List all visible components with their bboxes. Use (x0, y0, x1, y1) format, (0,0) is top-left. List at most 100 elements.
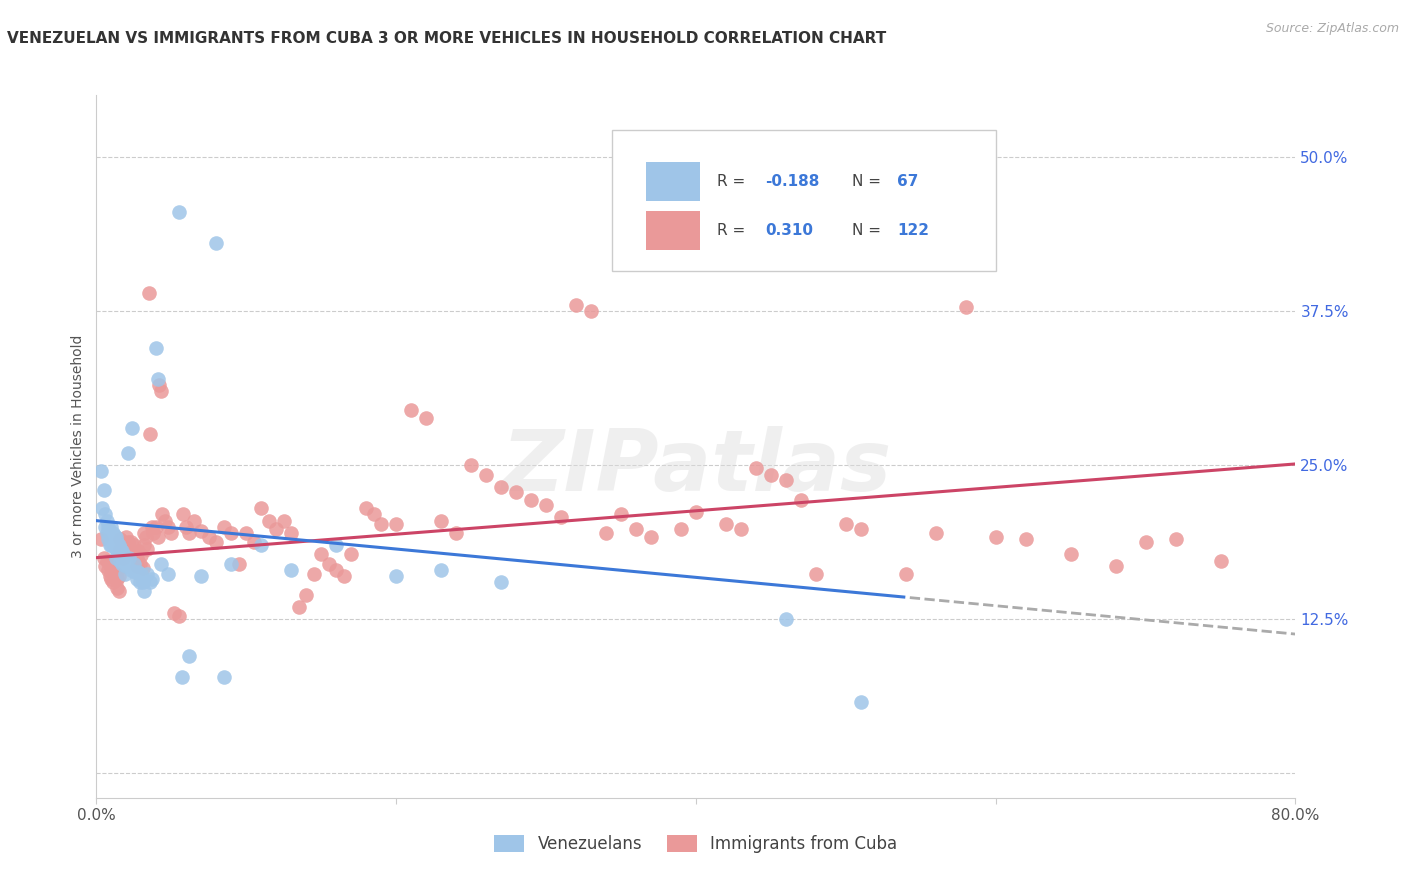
Point (111, 557, 134, 571)
Point (730, 522, 752, 536)
Point (128, 575, 150, 590)
Point (97, 563, 120, 577)
Point (745, 460, 768, 475)
FancyBboxPatch shape (612, 130, 995, 271)
Point (714, 517, 737, 532)
Point (775, 473, 797, 487)
Point (124, 566, 146, 580)
Point (150, 508, 173, 522)
Point (167, 608, 190, 623)
Point (108, 583, 131, 598)
Point (804, 566, 827, 581)
Point (131, 566, 153, 581)
Point (145, 341, 167, 355)
Bar (645, 211, 700, 250)
Point (105, 572, 128, 586)
Point (98, 538, 121, 552)
Point (250, 538, 273, 552)
Point (565, 298, 588, 312)
Point (430, 514, 453, 528)
Text: -0.188: -0.188 (765, 174, 820, 189)
Point (273, 514, 295, 528)
Point (174, 520, 197, 534)
Point (228, 557, 250, 571)
Point (489, 575, 512, 590)
Point (955, 301, 977, 315)
Point (115, 530, 138, 544)
Point (121, 421, 143, 435)
Point (212, 670, 235, 684)
Point (849, 522, 872, 536)
Point (120, 563, 142, 577)
Point (149, 557, 172, 571)
Point (114, 566, 136, 581)
Text: ZIPatlas: ZIPatlas (501, 426, 891, 509)
Point (149, 384, 172, 399)
Point (363, 508, 385, 522)
Point (131, 548, 153, 562)
Point (134, 583, 156, 598)
Point (197, 530, 219, 544)
Point (105, 582, 128, 596)
Point (100, 559, 122, 574)
Point (1209, 554, 1232, 568)
Point (94, 508, 117, 522)
Point (287, 599, 309, 614)
Bar (645, 162, 700, 201)
Point (1014, 532, 1036, 546)
Point (112, 547, 135, 561)
Point (146, 372, 169, 386)
Point (90, 464, 112, 478)
Point (242, 534, 264, 549)
Point (157, 520, 180, 534)
Point (759, 468, 782, 483)
Point (179, 649, 201, 664)
Point (100, 532, 122, 546)
Point (125, 550, 148, 565)
Y-axis label: 3 or more Vehicles in Household: 3 or more Vehicles in Household (72, 335, 86, 558)
Point (460, 458, 482, 472)
Point (550, 510, 572, 524)
Point (179, 526, 201, 541)
Point (100, 572, 122, 586)
Point (309, 547, 332, 561)
Point (302, 566, 325, 581)
Point (444, 526, 467, 541)
Point (138, 285, 160, 300)
Point (167, 205, 190, 219)
Point (112, 550, 135, 565)
Point (984, 530, 1007, 544)
Text: VENEZUELAN VS IMMIGRANTS FROM CUBA 3 OR MORE VEHICLES IN HOUSEHOLD CORRELATION C: VENEZUELAN VS IMMIGRANTS FROM CUBA 3 OR … (7, 31, 886, 46)
Point (94, 559, 117, 574)
Point (685, 505, 707, 519)
Point (235, 526, 257, 541)
Point (145, 520, 167, 534)
Point (104, 530, 127, 544)
Point (146, 530, 169, 544)
Point (595, 526, 617, 541)
Point (127, 544, 149, 558)
Point (134, 526, 156, 541)
Point (385, 569, 408, 583)
Point (775, 612, 797, 626)
Point (1104, 559, 1126, 574)
Point (127, 566, 149, 580)
Point (114, 544, 136, 558)
Text: N =: N = (852, 174, 886, 189)
Point (132, 560, 155, 574)
Point (101, 563, 124, 577)
Point (111, 547, 134, 561)
Point (94, 520, 117, 534)
Point (121, 547, 143, 561)
Point (93, 550, 115, 565)
Point (96, 554, 118, 568)
Point (205, 236, 228, 251)
Point (160, 526, 183, 541)
Point (790, 492, 813, 507)
Point (142, 526, 165, 541)
Point (90, 532, 112, 546)
Point (399, 402, 422, 417)
Point (117, 534, 139, 549)
Point (318, 557, 340, 571)
Point (264, 522, 287, 536)
